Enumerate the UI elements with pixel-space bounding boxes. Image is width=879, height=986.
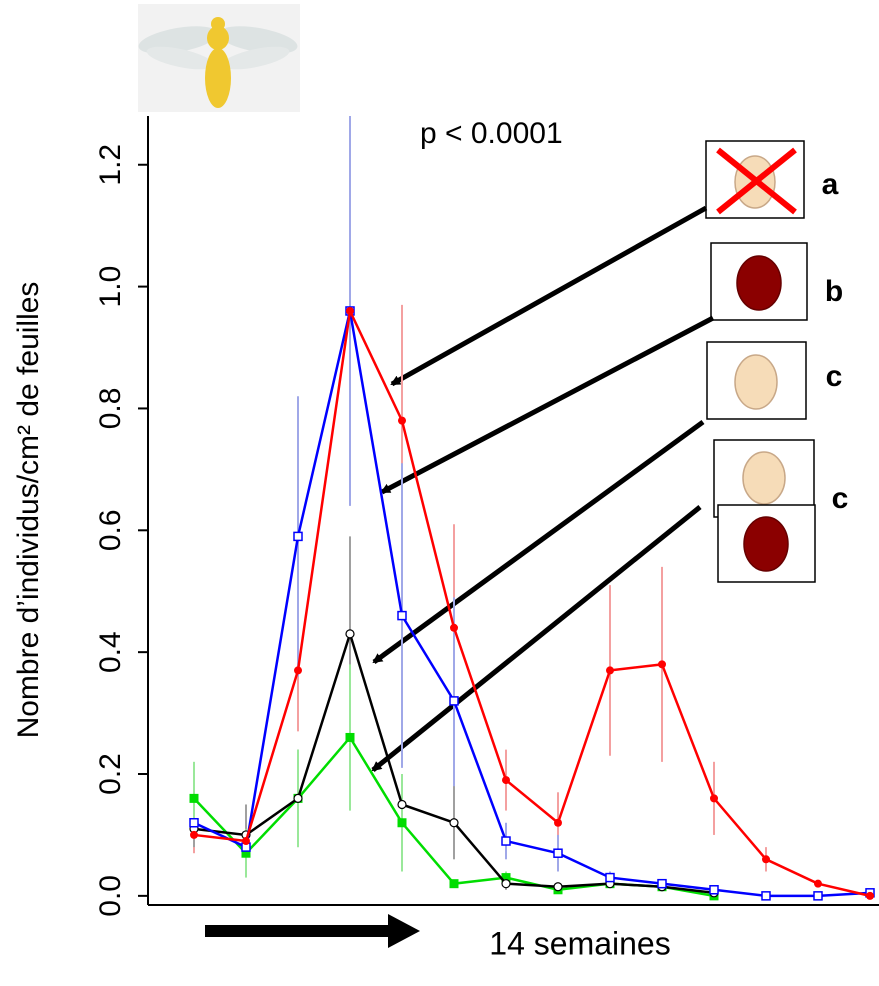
point [658,880,666,888]
point [346,630,354,638]
point [190,819,198,827]
p-value: p < 0.0001 [420,117,563,150]
y-tick-label: 0.6 [94,509,127,551]
series-label: c [826,360,843,393]
point [346,307,354,315]
point [190,831,198,839]
point [450,624,458,632]
point [190,794,199,803]
point [554,849,562,857]
point [814,880,822,888]
point [398,800,406,808]
point [294,666,302,674]
y-tick-label: 1.0 [94,266,127,308]
y-tick-label: 0.2 [94,753,127,795]
y-tick-label: 0.4 [94,631,127,673]
series-label: b [825,275,843,308]
point [398,612,406,620]
series-label: c [832,482,849,515]
point [450,879,459,888]
y-tick-label: 0.0 [94,875,127,917]
point [658,660,666,668]
point [294,794,302,802]
point [502,880,510,888]
point [710,794,718,802]
point [502,837,510,845]
point [502,776,510,784]
point [242,837,250,845]
point [450,697,458,705]
x-axis-label: 14 semaines [489,925,670,961]
point [398,417,406,425]
point [762,855,770,863]
point [606,874,614,882]
insect-icon [137,4,300,112]
point [398,818,407,827]
point [710,886,718,894]
point [762,892,770,900]
y-tick-label: 0.8 [94,388,127,430]
mite-icons [706,141,815,582]
point [450,819,458,827]
point [866,892,874,900]
point [294,532,302,540]
series-label: a [822,168,839,201]
point [554,819,562,827]
point [606,666,614,674]
y-axis-label: Nombre d’individus/cm² de feuilles [12,282,45,739]
time-arrowhead [388,914,420,948]
point [554,883,562,891]
point [346,733,355,742]
y-tick-label: 1.2 [94,144,127,186]
chart: p < 0.0001 Nombre d’individus/cm² de feu… [0,0,879,986]
point [814,892,822,900]
